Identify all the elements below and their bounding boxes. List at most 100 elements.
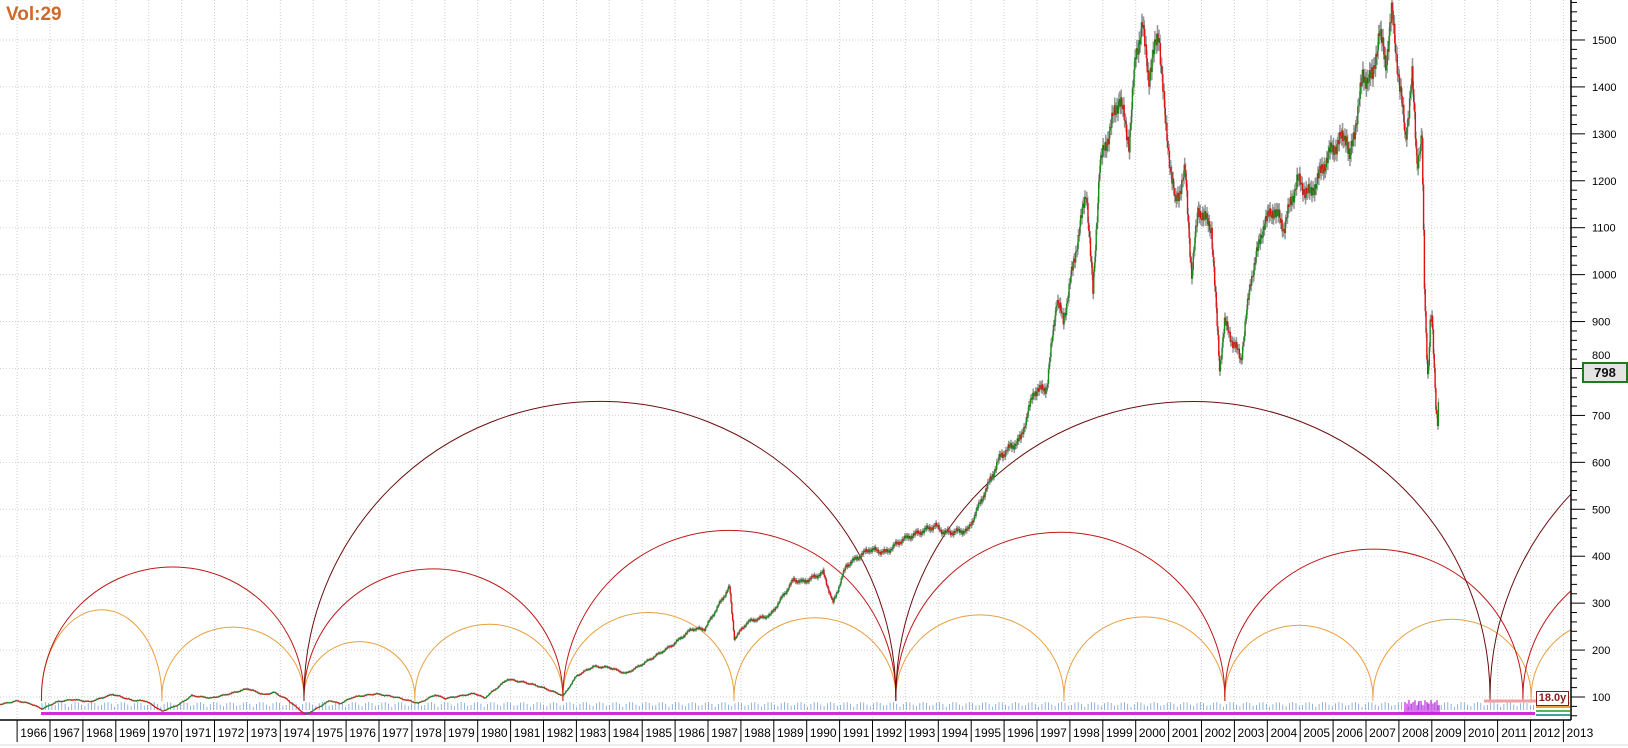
price-candle: [347, 699, 349, 701]
price-candle: [92, 700, 94, 702]
price-candle: [802, 579, 805, 581]
price-candle: [129, 699, 132, 701]
price-candle: [176, 704, 179, 706]
x-tick-label: 1983: [580, 726, 607, 740]
price-candle: [101, 697, 104, 699]
price-candle: [1220, 359, 1222, 361]
price-candle: [474, 693, 476, 695]
price-candle: [843, 569, 846, 571]
price-candle: [620, 672, 623, 674]
price-candle: [921, 533, 923, 535]
price-candle: [1324, 167, 1327, 172]
price-candle: [311, 710, 314, 712]
price-candle: [1130, 123, 1132, 130]
price-candle: [78, 699, 81, 701]
price-candle: [574, 676, 577, 678]
price-candle: [870, 549, 873, 552]
price-candle: [1435, 388, 1437, 411]
x-tick-label: 1980: [481, 726, 508, 740]
price-candle: [833, 596, 836, 600]
y-tick-label: 900: [1592, 317, 1610, 329]
price-candle: [92, 700, 95, 702]
price-candle: [507, 679, 509, 681]
price-candle: [296, 707, 299, 709]
price-candle: [170, 706, 172, 708]
price-candle: [825, 579, 828, 585]
price-candle: [1207, 217, 1209, 227]
price-candle: [518, 681, 520, 683]
price-candle: [809, 578, 811, 580]
price-candle: [713, 615, 715, 617]
grid: [0, 0, 1571, 720]
price-candle: [514, 680, 517, 682]
price-candle: [17, 700, 19, 702]
price-candle: [1366, 77, 1369, 84]
price-candle: [489, 693, 491, 695]
price-candle: [545, 688, 547, 690]
price-candle: [1303, 189, 1306, 194]
price-candle: [1418, 154, 1421, 156]
price-candle: [901, 539, 903, 544]
cycle-length-badge[interactable]: 18.0y: [1536, 691, 1569, 706]
price-candle: [419, 701, 421, 703]
price-candle: [1193, 250, 1195, 253]
price-candle: [1158, 38, 1160, 43]
price-candle: [675, 641, 677, 644]
price-candle: [88, 701, 91, 703]
price-candle: [562, 695, 564, 697]
price-candle: [1241, 359, 1243, 361]
price-candle: [158, 709, 161, 711]
price-candle: [626, 671, 629, 673]
price-candle: [1099, 159, 1102, 173]
price-candle: [905, 535, 907, 539]
price-candle: [143, 700, 145, 702]
price-candle: [1350, 140, 1352, 155]
price-candle: [304, 713, 306, 715]
price-candle: [526, 683, 528, 685]
price-candle: [453, 697, 456, 699]
price-candle: [902, 539, 904, 541]
price-candle: [958, 528, 961, 533]
price-candle: [303, 713, 305, 715]
price-candle: [795, 580, 797, 582]
price-candle: [275, 692, 277, 694]
price-candle: [1182, 177, 1185, 181]
price-candle: [465, 694, 467, 696]
price-candle: [140, 700, 142, 702]
price-candle: [935, 522, 937, 527]
cycle-arc: [161, 626, 305, 698]
price-candle: [924, 527, 926, 529]
price-candle: [740, 629, 742, 631]
price-candle: [1306, 187, 1308, 194]
price-candle: [268, 693, 271, 695]
price-candle: [1364, 76, 1366, 81]
price-candle: [138, 699, 141, 701]
price-candle: [822, 569, 824, 573]
price-candle: [1268, 210, 1270, 217]
price-candle: [1360, 82, 1362, 87]
price-candle: [774, 607, 777, 611]
price-candle: [557, 693, 560, 695]
price-candle: [352, 696, 355, 698]
price-candle: [595, 665, 597, 667]
price-candle: [46, 705, 48, 707]
price-candle: [860, 555, 862, 559]
price-candle: [1249, 284, 1251, 290]
price-candle: [281, 696, 283, 698]
price-candle: [161, 710, 163, 712]
price-candle: [76, 699, 78, 701]
price-candle: [138, 700, 140, 702]
price-candle: [175, 705, 178, 707]
price-candle: [916, 531, 918, 534]
price-candle: [164, 710, 166, 712]
price-candle: [1172, 178, 1175, 189]
price-candle: [37, 706, 40, 708]
price-candle: [34, 705, 36, 707]
price-candle: [1342, 130, 1344, 142]
price-candle: [804, 580, 806, 583]
price-candle: [1338, 140, 1340, 145]
price-candle: [1380, 29, 1383, 43]
price-candle: [859, 556, 861, 559]
price-candle: [1082, 203, 1084, 208]
price-candle: [1077, 234, 1079, 249]
